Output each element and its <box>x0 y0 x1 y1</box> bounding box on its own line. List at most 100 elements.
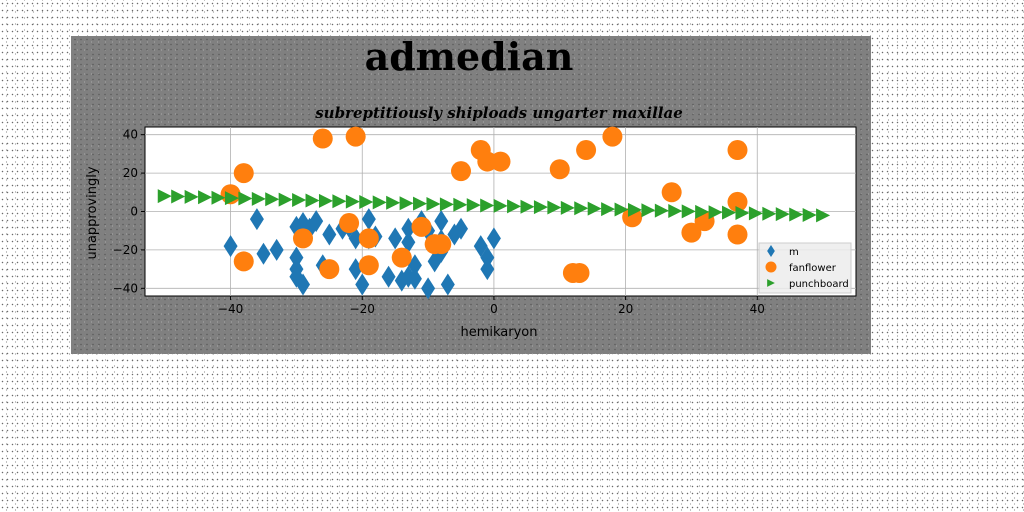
series-0-point <box>486 227 501 250</box>
series-2-point <box>493 198 508 213</box>
series-0-point <box>407 267 422 290</box>
ticks-layer: −40 −20 0 20 40 −40 −20 0 20 40 <box>113 128 765 316</box>
series-2-point <box>587 201 602 216</box>
series-2-point <box>386 195 401 210</box>
series-2-point <box>439 197 454 212</box>
series-1-point <box>490 151 511 172</box>
series-1-point <box>431 234 452 255</box>
x-tick-label: 40 <box>750 302 765 316</box>
series-2-point <box>520 199 535 214</box>
series-2-point <box>211 190 226 205</box>
legend-label-fanflower: fanflower <box>789 263 837 274</box>
series-1-point <box>358 255 379 276</box>
series-2-point <box>547 200 562 215</box>
series-0-point <box>361 208 376 231</box>
series-2-point <box>305 193 320 208</box>
chart-subtitle: subreptitiously shiploads ungarter maxil… <box>315 104 683 122</box>
series-2-point <box>708 205 723 220</box>
series-2-point <box>601 202 616 217</box>
series-1-point <box>233 251 254 272</box>
series-0-point <box>401 217 416 240</box>
series-0-point <box>322 223 337 246</box>
series-0-point <box>394 269 409 292</box>
series-0-point <box>223 235 238 258</box>
series-0-point <box>381 265 396 288</box>
series-2-point <box>372 195 387 210</box>
series-2-point <box>171 189 186 204</box>
series-2-point <box>413 196 428 211</box>
series-2-point <box>668 204 683 219</box>
series-2-point <box>735 205 750 220</box>
legend-marker-1 <box>765 261 777 273</box>
series-0-point <box>309 210 324 233</box>
legend-marker-0 <box>767 244 775 258</box>
y-tick-label: 20 <box>123 166 138 180</box>
series-1-point <box>451 161 471 182</box>
series-2-point <box>345 194 360 209</box>
series-2-point <box>627 202 642 217</box>
series-0-point <box>480 258 495 281</box>
y-tick-label: 0 <box>130 205 138 219</box>
legend-marker-2 <box>767 279 775 287</box>
series-0-point <box>440 273 455 296</box>
series-1-point <box>576 140 597 161</box>
series-2-point <box>184 189 199 204</box>
y-axis-label: unapprovingly <box>85 166 100 259</box>
series-1-point <box>727 224 748 245</box>
series-2-point <box>278 192 293 207</box>
series-1-point <box>358 228 379 249</box>
series-2-point <box>507 199 522 214</box>
series-2-point <box>533 200 548 215</box>
series-1-point <box>602 126 623 147</box>
series-1-point <box>569 262 590 283</box>
series-1-point <box>549 159 570 180</box>
x-tick-label: 20 <box>618 302 633 316</box>
series-2-point <box>654 203 669 218</box>
series-0-point <box>388 227 403 250</box>
series-0-point <box>269 238 284 261</box>
legend-markers <box>765 244 777 287</box>
series-2-point <box>265 192 280 207</box>
y-tick-label: −40 <box>113 281 138 295</box>
series-2-point <box>641 203 656 218</box>
series-0-point <box>355 273 370 296</box>
x-tick-label: 0 <box>490 302 498 316</box>
series-1-point <box>661 182 682 203</box>
series-2-point <box>480 198 495 213</box>
x-tick-label: −20 <box>350 302 375 316</box>
series-2-point <box>748 206 763 221</box>
series-2-point <box>359 195 374 210</box>
chart-figure: admedian subreptitiously shiploads ungar… <box>71 36 871 354</box>
series-2-point <box>224 191 239 206</box>
legend: m fanflower punchboard <box>758 242 852 294</box>
series-2-point <box>426 196 441 211</box>
series-2-point <box>574 201 589 216</box>
y-tick-label: −20 <box>113 243 138 257</box>
series-2-point <box>292 193 307 208</box>
series-0-point <box>296 273 310 296</box>
series-0-point <box>249 208 264 231</box>
series-0-point <box>289 246 304 269</box>
chart-svg: admedian subreptitiously shiploads ungar… <box>85 36 857 340</box>
series-2-point <box>802 207 817 222</box>
chart-title: admedian <box>365 36 574 79</box>
marks-layer <box>157 126 831 300</box>
series-2-point <box>816 208 831 223</box>
series-1-point <box>345 126 366 147</box>
series-0-point <box>289 265 304 288</box>
series-2-point <box>775 207 790 222</box>
y-tick-label: 40 <box>123 128 138 142</box>
series-2-point <box>198 190 213 205</box>
series-0-point <box>256 242 271 265</box>
series-2-point <box>399 196 414 211</box>
series-2-point <box>332 194 347 209</box>
series-2-point <box>789 207 804 222</box>
series-0-point <box>289 215 304 238</box>
series-0-point <box>434 210 449 233</box>
series-0-point <box>480 246 495 269</box>
series-2-point <box>157 189 172 204</box>
series-0-point <box>454 217 468 240</box>
series-1-point <box>391 247 412 268</box>
series-2-point <box>762 206 777 221</box>
series-2-point <box>695 204 710 219</box>
